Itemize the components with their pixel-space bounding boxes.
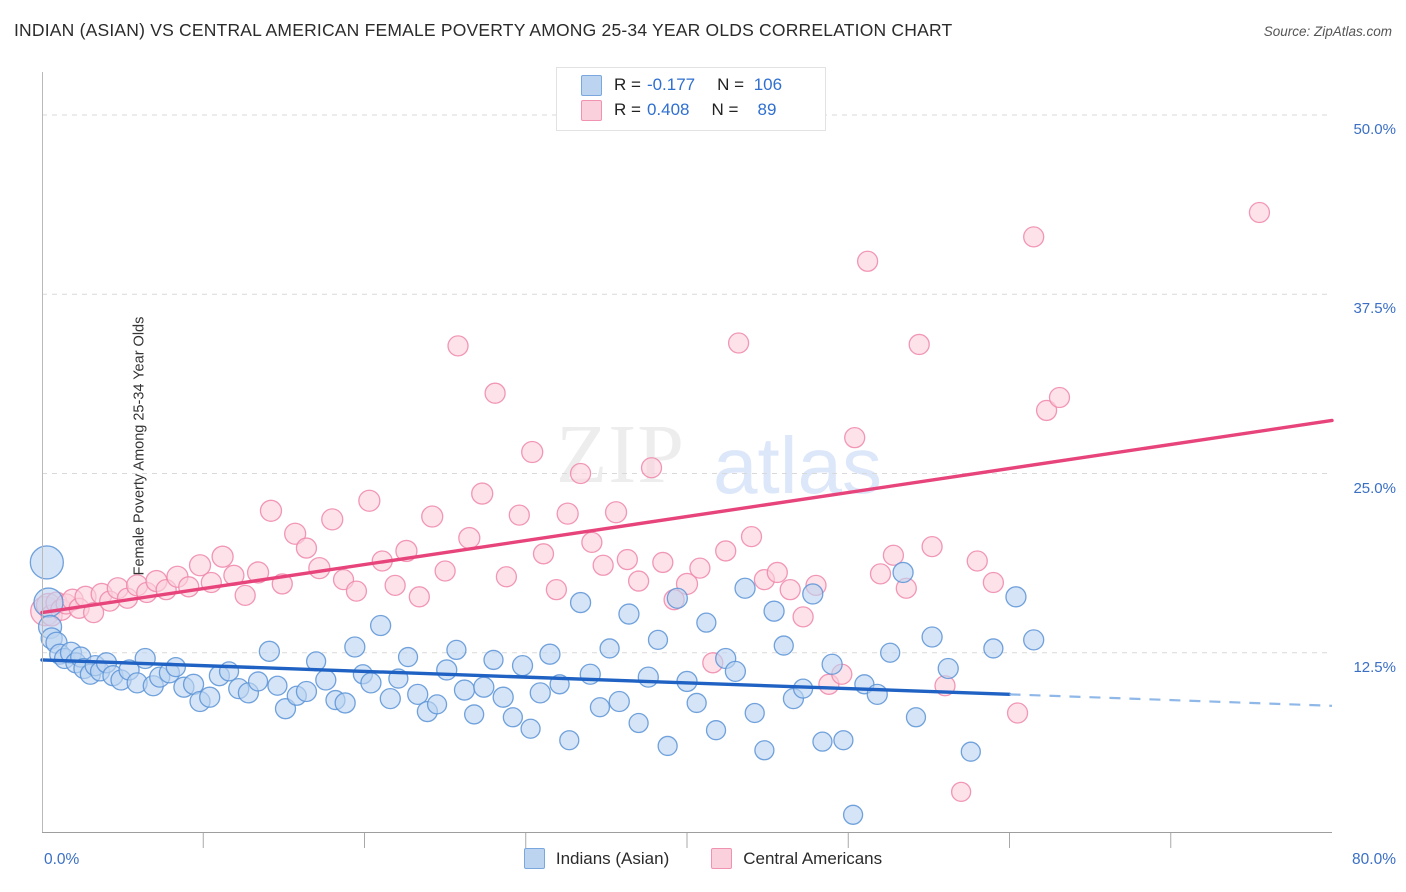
r-key-indians: R =	[614, 75, 641, 94]
legend-item-indians[interactable]: Indians (Asian)	[523, 848, 670, 869]
legend-swatch-indians	[581, 74, 602, 96]
scatter-points-indians	[29, 545, 1045, 825]
legend-color-central-americans	[711, 848, 733, 869]
scatter-points-central-americans	[30, 201, 1271, 802]
series-legend: Indians (Asian) Central Americans	[0, 848, 1406, 869]
legend-label-central-americans: Central Americans	[743, 848, 883, 868]
legend-swatch-central-americans	[581, 99, 602, 121]
y-axis-tick-label: 50.0%	[1353, 121, 1396, 139]
x-axis-line	[42, 832, 1332, 833]
y-axis-tick-label: 37.5%	[1353, 300, 1396, 318]
r-value-central-americans: 0.408	[646, 100, 690, 119]
r-value-indians: -0.177	[646, 75, 696, 94]
page-title: INDIAN (ASIAN) VS CENTRAL AMERICAN FEMAL…	[14, 20, 953, 40]
n-value-central-americans: 89	[757, 100, 777, 119]
legend-label-indians: Indians (Asian)	[555, 848, 670, 868]
source-label: Source: ZipAtlas.com	[1263, 24, 1392, 39]
x-tickmarks-group	[202, 832, 1172, 848]
r-key-central-americans: R =	[614, 100, 641, 119]
x-axis-label-min: 0.0%	[44, 851, 80, 868]
y-axis-tick-label: 12.5%	[1353, 658, 1396, 676]
x-axis-label-max: 80.0%	[1352, 851, 1396, 868]
legend-item-central-americans[interactable]: Central Americans	[711, 848, 882, 869]
y-axis-tick-label: 25.0%	[1353, 479, 1396, 497]
y-axis-line	[42, 72, 43, 832]
n-value-indians: 106	[753, 75, 783, 94]
n-key-central-americans: N =	[711, 100, 739, 119]
n-key-indians: N =	[717, 75, 745, 94]
trend-lines-group	[40, 418, 1334, 707]
stats-legend-row-central-americans: R = 0.408 N = 89	[581, 98, 776, 122]
stats-legend: R = -0.177 N = 106 R = 0.408 N = 89	[556, 67, 826, 131]
stats-legend-row-indians: R = -0.177 N = 106	[581, 73, 782, 97]
legend-color-indians	[523, 848, 545, 869]
